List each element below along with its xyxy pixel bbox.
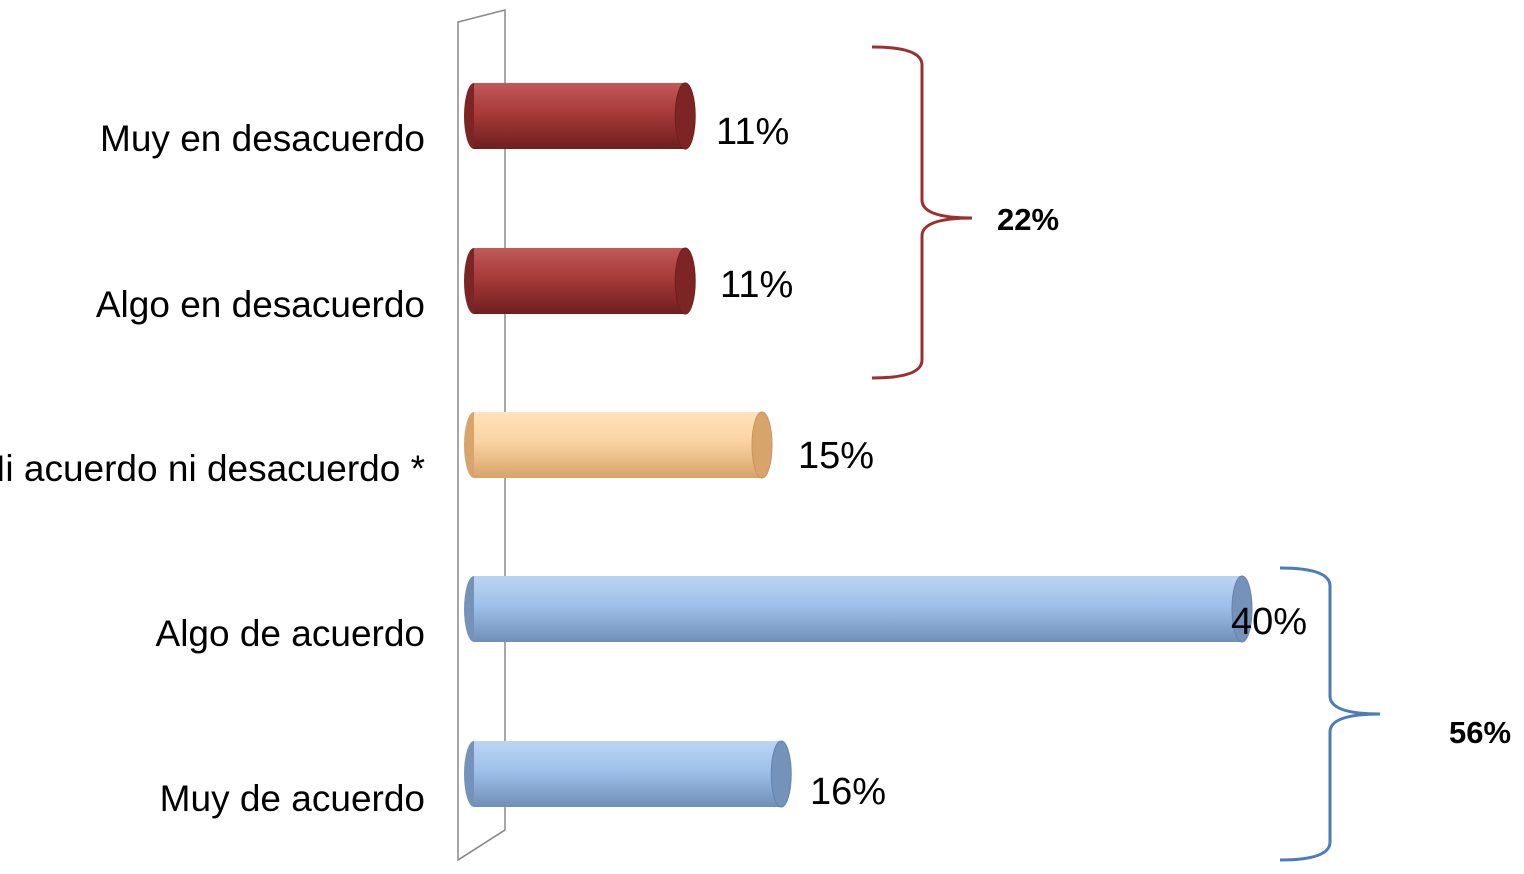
bar-1 (464, 82, 696, 150)
value-label: 16% (810, 771, 886, 813)
bracket-line (1279, 566, 1381, 862)
bar-end-cap (770, 740, 792, 808)
group-bracket-1: 22% (871, 45, 1059, 380)
group-total-label: 56% (1449, 715, 1511, 750)
group-total-label: 22% (997, 202, 1059, 237)
bar-end-cap (674, 82, 696, 150)
bar-5 (464, 740, 792, 808)
bar-3 (464, 411, 773, 479)
category-label: Algo de acuerdo (156, 613, 425, 654)
bar-body (474, 83, 686, 149)
category-label: Muy en desacuerdo (100, 118, 425, 159)
value-label: 40% (1231, 601, 1307, 643)
bar-body (474, 576, 1242, 642)
bar-2 (464, 247, 696, 315)
bar-4 (464, 575, 1253, 643)
category-label: Algo en desacuerdo (96, 284, 425, 325)
value-label: 11% (716, 111, 789, 153)
bar-end-cap (674, 247, 696, 315)
category-label: Ni acuerdo ni desacuerdo * (0, 448, 425, 489)
bar-body (474, 412, 762, 478)
value-label: 11% (720, 264, 793, 306)
bar-body (474, 741, 782, 807)
bar-end-cap (751, 411, 773, 479)
value-label: 15% (798, 435, 874, 477)
bar-body (474, 248, 686, 314)
bars-layer: Muy en desacuerdo 11% Algo en desacuerdo 11… (0, 82, 1307, 819)
bar-end-cap (1231, 575, 1253, 643)
group-bracket-2: 56% (1279, 566, 1511, 862)
category-label: Muy de acuerdo (160, 778, 425, 819)
bracket-line (871, 45, 973, 380)
brackets-layer: 22% 56% (871, 45, 1511, 862)
